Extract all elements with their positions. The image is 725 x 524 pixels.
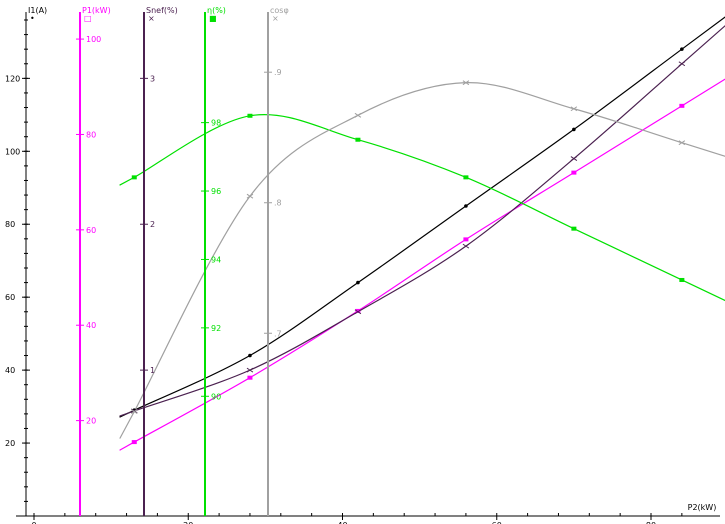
x-tick-label: 60	[492, 521, 502, 524]
series-Slip-line	[119, 25, 725, 417]
axis-eta-glyph: ■	[209, 14, 217, 23]
plot-markers	[130, 47, 686, 445]
axis-P1-tick-label: 100	[86, 35, 101, 44]
series-cosphi-point	[246, 193, 254, 199]
series-P1-line	[119, 78, 725, 451]
axis-eta-tick-label: 92	[211, 324, 221, 333]
series-I1-point	[680, 47, 684, 51]
axis-I1-tick-label: 40	[5, 366, 15, 375]
plot-axes: 020406080P2(kW)•I1(A)20406080100120□P1(k…	[5, 6, 720, 524]
series-eta-point	[571, 226, 577, 231]
axis-cosphi-tick-label: .9	[274, 68, 282, 77]
axis-Slip-tick-label: 2	[150, 220, 155, 229]
axis-cosphi-tick-label: .7	[274, 329, 282, 338]
axis-P1-tick-label: 40	[86, 321, 96, 330]
series-cosphi-point	[678, 140, 686, 146]
series-eta-point	[355, 137, 361, 142]
axis-I1-tick-label: 60	[5, 293, 15, 302]
x-tick-label: 40	[337, 521, 347, 524]
axis-P1-tick-label: 60	[86, 226, 96, 235]
x-tick-label: 20	[183, 521, 193, 524]
axis-I1-tick-label: 20	[5, 439, 15, 448]
series-I1-point	[356, 280, 360, 285]
axis-cosphi-title: cosφ	[270, 6, 289, 15]
axis-eta-tick-label: 90	[211, 392, 221, 401]
series-P1-point	[247, 375, 253, 380]
series-Slip-point	[462, 243, 470, 249]
x-tick-label: 80	[646, 521, 656, 524]
series-P1-point	[679, 103, 685, 108]
axis-I1-title: I1(A)	[28, 6, 47, 15]
series-eta-point	[679, 277, 685, 282]
series-I1-point	[572, 127, 576, 132]
axis-I1-glyph: •	[30, 14, 35, 23]
axis-Slip-tick-label: 3	[150, 74, 155, 83]
series-eta-point	[131, 175, 137, 180]
axis-eta-tick-label: 94	[211, 255, 221, 264]
series-Slip-point	[354, 309, 362, 315]
series-P1-point	[131, 440, 137, 445]
axis-I1-tick-label: 100	[5, 147, 20, 156]
axis-cosphi-glyph: ×	[272, 14, 279, 23]
series-I1-point	[248, 353, 252, 358]
x-axis-title: P2(kW)	[688, 503, 717, 512]
axis-P1-tick-label: 20	[86, 417, 96, 426]
axis-Slip-tick-label: 1	[150, 366, 155, 375]
axis-eta-tick-label: 96	[211, 187, 221, 196]
series-cosphi-point	[130, 409, 138, 414]
plot-curves	[119, 16, 725, 451]
series-cosphi-point	[462, 80, 470, 86]
axis-I1-tick-label: 80	[5, 220, 15, 229]
series-eta-point	[463, 175, 469, 180]
axis-eta-title: η(%)	[207, 6, 226, 15]
series-I1-point	[464, 204, 468, 208]
series-cosphi-point	[570, 106, 578, 112]
axis-eta-tick-label: 98	[211, 119, 221, 128]
axis-P1-tick-label: 80	[86, 130, 96, 139]
series-Slip-point	[246, 367, 254, 373]
series-cosphi-point	[354, 112, 362, 118]
series-P1-point	[571, 170, 577, 175]
axis-Slip-glyph: ×	[148, 14, 155, 23]
series-eta-line	[119, 114, 725, 302]
series-Slip-point	[130, 408, 138, 414]
series-Slip-point	[678, 61, 686, 67]
axis-Slip-title: Snef(%)	[146, 6, 178, 15]
axis-P1-title: P1(kW)	[82, 6, 111, 15]
series-eta-point	[247, 113, 253, 118]
axis-P1-glyph: □	[84, 14, 92, 23]
x-tick-label: 0	[31, 521, 36, 524]
series-I1-line	[119, 16, 725, 418]
series-P1-point	[355, 308, 361, 313]
axis-I1-tick-label: 120	[5, 74, 20, 83]
axis-cosphi-tick-label: .8	[274, 199, 282, 208]
series-cosphi-line	[119, 82, 725, 439]
series-P1-point	[463, 237, 469, 242]
series-Slip-point	[570, 156, 578, 162]
